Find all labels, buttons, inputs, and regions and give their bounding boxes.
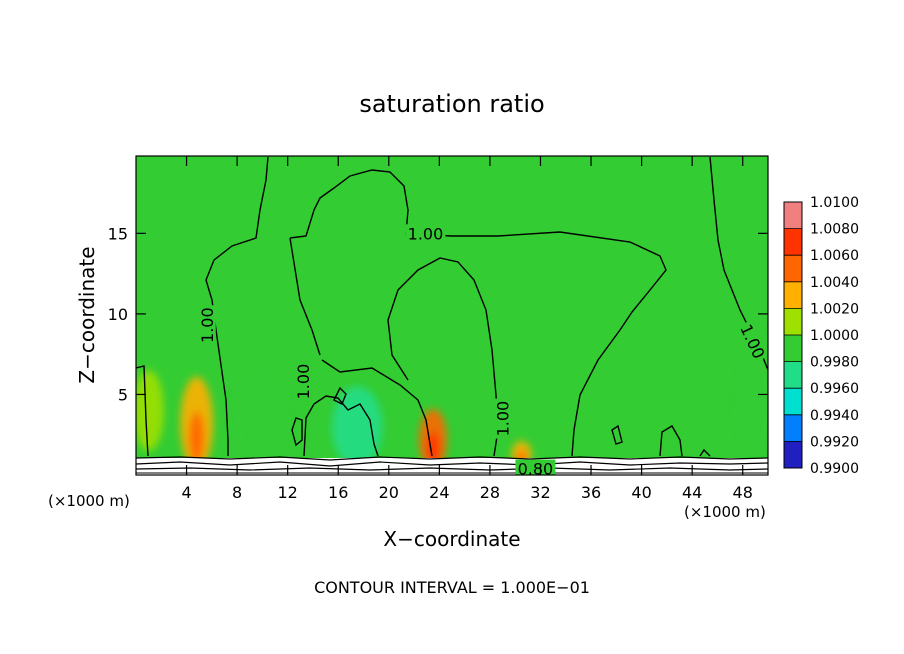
y-tick-label: 15: [108, 224, 128, 243]
x-axis-label: X−coordinate: [383, 527, 520, 551]
field-anomaly-5: [736, 354, 768, 451]
y-tick-label: 10: [108, 305, 128, 324]
contour-label-bg: [405, 224, 446, 243]
colorbar-label: 0.9960: [810, 381, 859, 397]
x-tick-label: 28: [480, 483, 500, 502]
contour-upper-dome: [289, 169, 667, 457]
contour-label: 1.00: [494, 401, 513, 437]
field-anomaly-4: [331, 386, 383, 467]
colorbar-swatch: [784, 308, 802, 335]
colorbar: 1.0100 1.0080 1.0060 1.0040 1.0020 1.0000 0.99…: [783, 195, 859, 477]
chart-title: saturation ratio: [359, 90, 544, 118]
field-anomaly-core-0: [189, 411, 205, 464]
colorbar-swatch: [784, 414, 802, 442]
contour-label-bg: [293, 361, 312, 402]
colorbar-swatch: [784, 388, 802, 415]
contour-label-bg: [736, 319, 768, 364]
plot-area: 1.001.001.001.001.000.80: [136, 156, 768, 479]
contour-label: 1.00: [294, 364, 313, 400]
x-tick-label: 4: [181, 483, 191, 502]
contour-lower-left: [303, 395, 379, 457]
colorbar-swatch: [784, 361, 802, 389]
colorbar-label: 0.9900: [810, 461, 859, 477]
x-tick-label: 48: [733, 483, 753, 502]
contour-label-bg: [197, 305, 216, 346]
colorbar-label: 1.0100: [810, 195, 859, 211]
x-tick-label: 8: [232, 483, 242, 502]
colorbar-label: 1.0060: [810, 248, 859, 264]
colorbar-swatch: [784, 335, 802, 362]
contour-left-column: [136, 156, 269, 457]
x-unit-left: (×1000 m): [48, 492, 130, 510]
x-tick-label: 16: [328, 483, 348, 502]
contour-label: 1.00: [198, 307, 217, 343]
x-tick-label: 24: [429, 483, 449, 502]
x-tick-label: 12: [278, 483, 298, 502]
x-tick-label: 44: [682, 483, 702, 502]
colorbar-label: 1.0000: [810, 328, 859, 344]
x-unit-right: (×1000 m): [684, 503, 766, 521]
field-anomaly-6: [136, 370, 164, 451]
surface-band: [136, 456, 768, 475]
colorbar-label: 1.0040: [810, 275, 859, 291]
colorbar-swatch: [784, 441, 802, 468]
contour-middle-arch: [321, 257, 499, 457]
contour-label: 0.80: [518, 460, 554, 479]
x-tick-label: 40: [631, 483, 651, 502]
colorbar-label: 1.0020: [810, 301, 859, 317]
contour-label: 1.00: [408, 224, 444, 243]
y-axis-label: Z−coordinate: [75, 246, 99, 383]
contour-small-cells: [291, 386, 711, 457]
contour-label-bg: [493, 398, 512, 439]
plot-frame: [135, 155, 769, 476]
colorbar-label: 0.9980: [810, 355, 859, 371]
colorbar-label: 1.0080: [810, 222, 859, 238]
x-tick-label: 36: [581, 483, 601, 502]
colorbar-swatch: [784, 228, 802, 256]
colorbar-swatch: [784, 281, 802, 309]
field-anomaly-3: [232, 370, 288, 467]
contour-interval-note: CONTOUR INTERVAL = 1.000E−01: [314, 578, 590, 597]
y-tick-label: 5: [118, 385, 128, 404]
colorbar-swatch: [784, 202, 802, 229]
contour-label-bg: [515, 459, 556, 475]
colorbar-swatch: [784, 255, 802, 282]
x-tick-label: 32: [530, 483, 550, 502]
colorbar-label: 0.9920: [810, 434, 859, 450]
x-tick-label: 20: [379, 483, 399, 502]
colorbar-label: 0.9940: [810, 408, 859, 424]
